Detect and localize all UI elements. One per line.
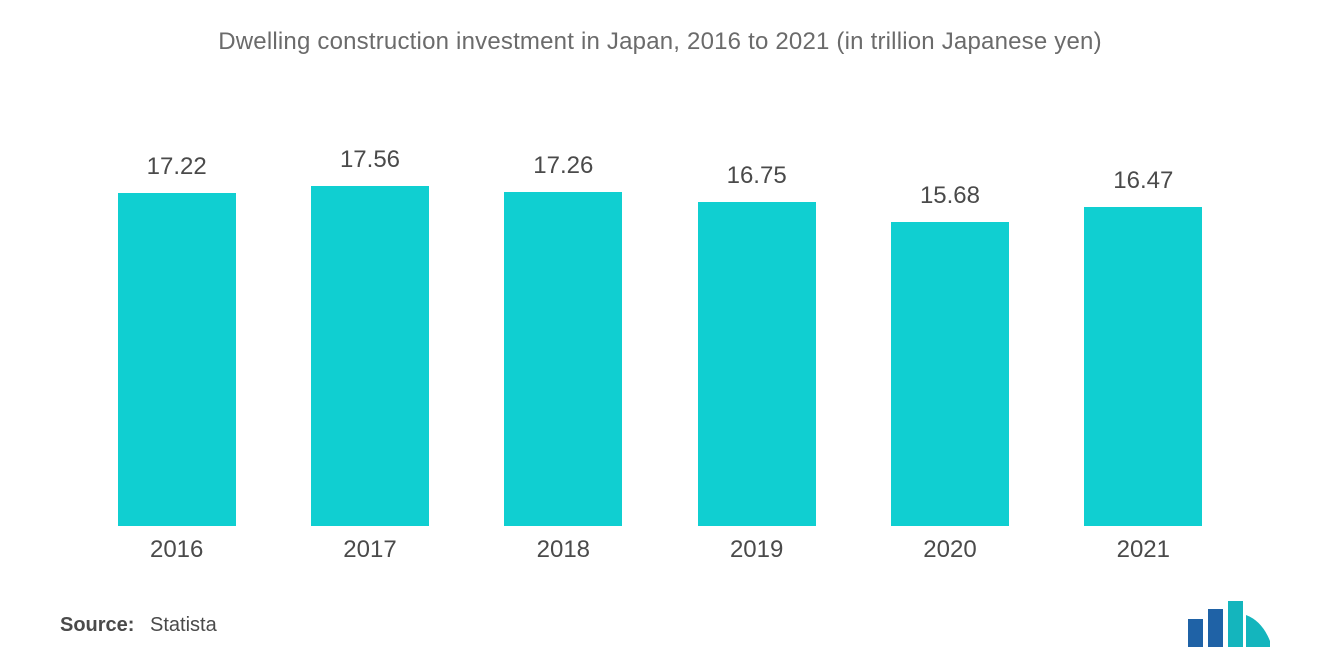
bar [1084, 207, 1202, 526]
chart-container: Dwelling construction investment in Japa… [0, 0, 1320, 665]
bar-group: 15.68 [853, 146, 1046, 526]
source-value: Statista [150, 614, 217, 636]
x-axis-label: 2018 [467, 536, 660, 564]
chart-title: Dwelling construction investment in Japa… [60, 28, 1260, 56]
bar-group: 17.22 [80, 146, 273, 526]
bar-value-label: 15.68 [920, 182, 980, 210]
bar [311, 186, 429, 526]
bar-value-label: 16.47 [1113, 167, 1173, 195]
x-axis-label: 2020 [853, 536, 1046, 564]
bar-group: 17.56 [273, 146, 466, 526]
x-axis-label: 2017 [273, 536, 466, 564]
mordor-logo-icon [1184, 601, 1270, 647]
bar-value-label: 16.75 [727, 162, 787, 190]
bar [504, 192, 622, 526]
x-axis-label: 2016 [80, 536, 273, 564]
bar-value-label: 17.56 [340, 146, 400, 174]
bar [118, 193, 236, 526]
plot-area: 17.22 17.56 17.26 16.75 15.68 16.47 [60, 146, 1260, 526]
bar-group: 16.75 [660, 146, 853, 526]
x-axis-label: 2019 [660, 536, 853, 564]
bar-value-label: 17.26 [533, 152, 593, 180]
source-label: Source: [60, 614, 134, 636]
bar-group: 16.47 [1047, 146, 1240, 526]
bar-group: 17.26 [467, 146, 660, 526]
bar [891, 222, 1009, 526]
bar [698, 202, 816, 526]
x-axis-label: 2021 [1047, 536, 1240, 564]
bar-value-label: 17.22 [147, 153, 207, 181]
x-axis-labels: 201620172018201920202021 [60, 526, 1260, 564]
source-footer: Source: Statista [60, 614, 217, 637]
